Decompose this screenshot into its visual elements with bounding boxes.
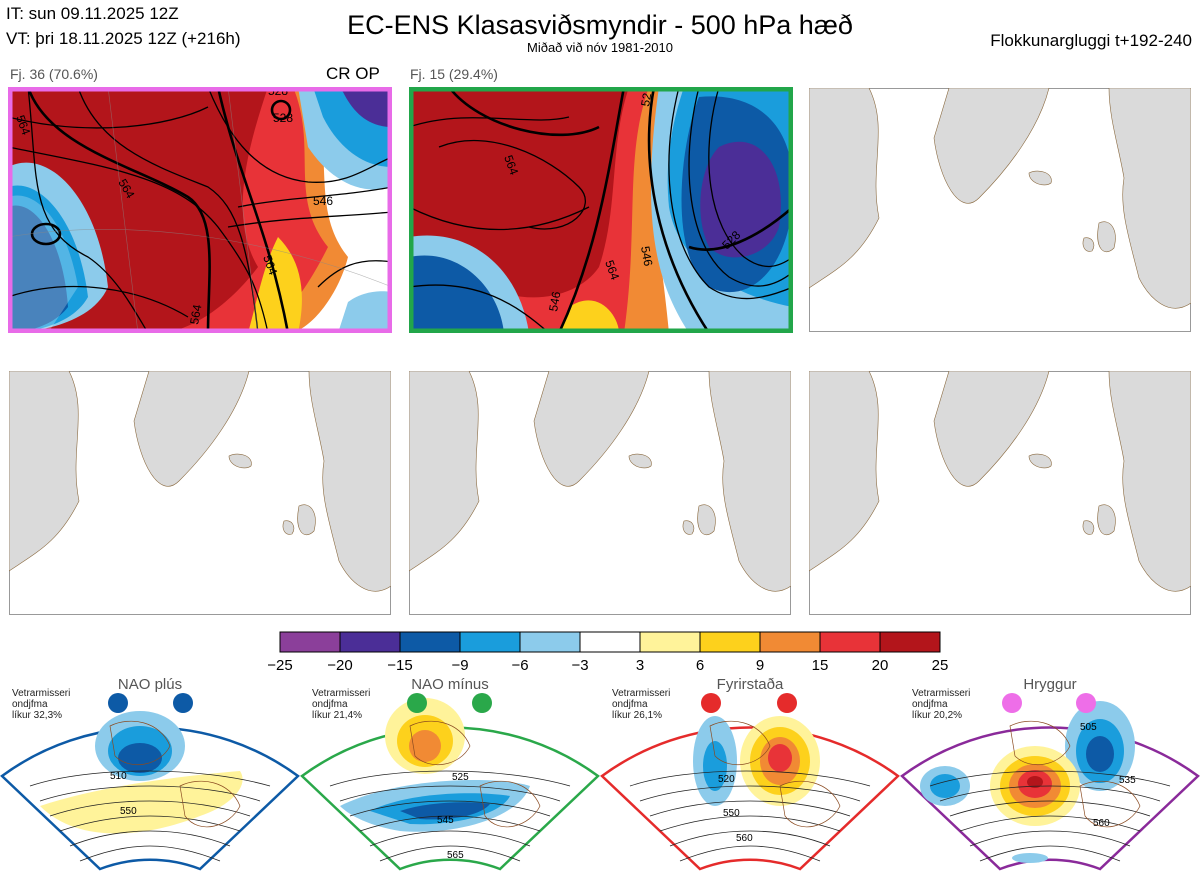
regime-ridge[interactable]: 505 535 560 Hryggur Vetrarmisseri ondjfma… bbox=[900, 676, 1200, 871]
contour-label: 550 bbox=[723, 808, 740, 819]
regime-name: NAO mínus bbox=[411, 676, 489, 693]
colorbar-tick-label: 20 bbox=[872, 657, 889, 674]
contour-label: 505 bbox=[1080, 722, 1097, 733]
colorbar-tick-label: −3 bbox=[571, 657, 588, 674]
cluster-map-3[interactable] bbox=[809, 88, 1191, 332]
regime-nao-plus[interactable]: 510 550 NAO plús Vetrarmisseri ondjfma lík… bbox=[0, 676, 300, 871]
contour-label: 560 bbox=[1093, 818, 1110, 829]
cluster-map-4[interactable] bbox=[9, 371, 391, 615]
cluster-map-1[interactable]: 528 528 546 564 564 564 564 bbox=[8, 87, 392, 333]
contour-label: 564 bbox=[501, 153, 521, 177]
regime-blocking[interactable]: 520 550 560 Fyrirstaða Vetrarmisseri ondj… bbox=[600, 676, 900, 871]
regime-marker-dot bbox=[1002, 693, 1022, 713]
regime-marker-dot bbox=[777, 693, 797, 713]
colorbar-tick-label: −20 bbox=[327, 657, 352, 674]
colorbar-tick-label: 15 bbox=[812, 657, 829, 674]
colorbar-swatch bbox=[639, 631, 701, 653]
colorbar-tick-label: 25 bbox=[932, 657, 949, 674]
colorbar-tick-label: 9 bbox=[756, 657, 764, 674]
contour-label: 528 bbox=[273, 111, 293, 125]
regime-name: NAO plús bbox=[117, 676, 183, 693]
regime-marker-dot bbox=[407, 693, 427, 713]
colorbar-tick-label: 6 bbox=[696, 657, 704, 674]
page-title: EC-ENS Klasasviðsmyndir - 500 hPa hæð bbox=[347, 10, 853, 40]
regime-marker-dot bbox=[1076, 693, 1096, 713]
colorbar-tick-label: −9 bbox=[451, 657, 468, 674]
colorbar-tick-label: 3 bbox=[636, 657, 644, 674]
cluster-map-2[interactable]: 528 546 564 564 546 52 bbox=[409, 87, 793, 333]
regime-info: Vetrarmisseri ondjfma líkur 32,3% bbox=[12, 688, 71, 721]
panel-2-label: Fj. 15 (29.4%) bbox=[410, 66, 498, 82]
contour-label: 546 bbox=[546, 290, 563, 312]
regime-name: Fyrirstaða bbox=[716, 676, 784, 693]
contour-label: 564 bbox=[260, 253, 280, 277]
regime-info: Vetrarmisseri ondjfma líkur 20,2% bbox=[912, 688, 971, 721]
colorbar-tick-label: −6 bbox=[511, 657, 528, 674]
contour-label: 545 bbox=[437, 815, 454, 826]
regime-name: Hryggur bbox=[1023, 676, 1077, 693]
colorbar-swatch bbox=[519, 631, 581, 653]
contour-label: 564 bbox=[602, 258, 622, 282]
colorbar-swatch bbox=[459, 631, 521, 653]
colorbar-swatch bbox=[279, 631, 341, 653]
contour-label: 520 bbox=[718, 774, 735, 785]
contour-label: 525 bbox=[452, 772, 469, 783]
initial-time: IT: sun 09.11.2025 12Z bbox=[6, 4, 179, 23]
regime-info: Vetrarmisseri ondjfma líkur 21,4% bbox=[312, 688, 371, 721]
contour-label: 528 bbox=[268, 87, 288, 98]
panel-1-label: Fj. 36 (70.6%) bbox=[10, 66, 98, 82]
contour-label: 52 bbox=[638, 92, 654, 108]
contour-label: 564 bbox=[13, 113, 33, 137]
contour-label: 560 bbox=[736, 833, 753, 844]
valid-time: VT: þri 18.11.2025 12Z (+216h) bbox=[6, 29, 241, 48]
contour-label: 565 bbox=[447, 850, 464, 861]
contour-label: 546 bbox=[638, 245, 655, 267]
colorbar-tick-label: −15 bbox=[387, 657, 412, 674]
regime-marker-dot bbox=[472, 693, 492, 713]
colorbar-swatch bbox=[699, 631, 761, 653]
colorbar: −25 −20 −15 −9 −6 −3 3 6 9 15 20 25 bbox=[0, 620, 1200, 681]
contour-label: 510 bbox=[110, 771, 127, 782]
colorbar-swatch bbox=[339, 631, 401, 653]
regime-marker-dot bbox=[701, 693, 721, 713]
colorbar-swatch bbox=[879, 631, 941, 653]
colorbar-tick-label: −25 bbox=[267, 657, 292, 674]
colorbar-swatch bbox=[579, 631, 641, 653]
clustering-window: Flokkunargluggi t+192-240 bbox=[990, 31, 1192, 50]
contour-label: 546 bbox=[313, 194, 333, 208]
cluster-map-5[interactable] bbox=[409, 371, 791, 615]
contour-label: 564 bbox=[187, 303, 204, 325]
regime-info: Vetrarmisseri ondjfma líkur 26,1% bbox=[612, 688, 671, 721]
colorbar-swatch bbox=[399, 631, 461, 653]
cluster-map-6[interactable] bbox=[809, 371, 1191, 615]
regime-nao-minus[interactable]: 525 545 565 NAO mínus Vetrarmisseri ondjf… bbox=[300, 676, 600, 871]
colorbar-swatch bbox=[759, 631, 821, 653]
colorbar-swatch bbox=[819, 631, 881, 653]
page-subtitle: Miðað við nóv 1981-2010 bbox=[527, 40, 673, 55]
regime-marker-dot bbox=[173, 693, 193, 713]
contour-label: 550 bbox=[120, 806, 137, 817]
contour-label: 535 bbox=[1119, 775, 1136, 786]
regime-marker-dot bbox=[108, 693, 128, 713]
panel-1-note: CR OP bbox=[326, 64, 380, 83]
